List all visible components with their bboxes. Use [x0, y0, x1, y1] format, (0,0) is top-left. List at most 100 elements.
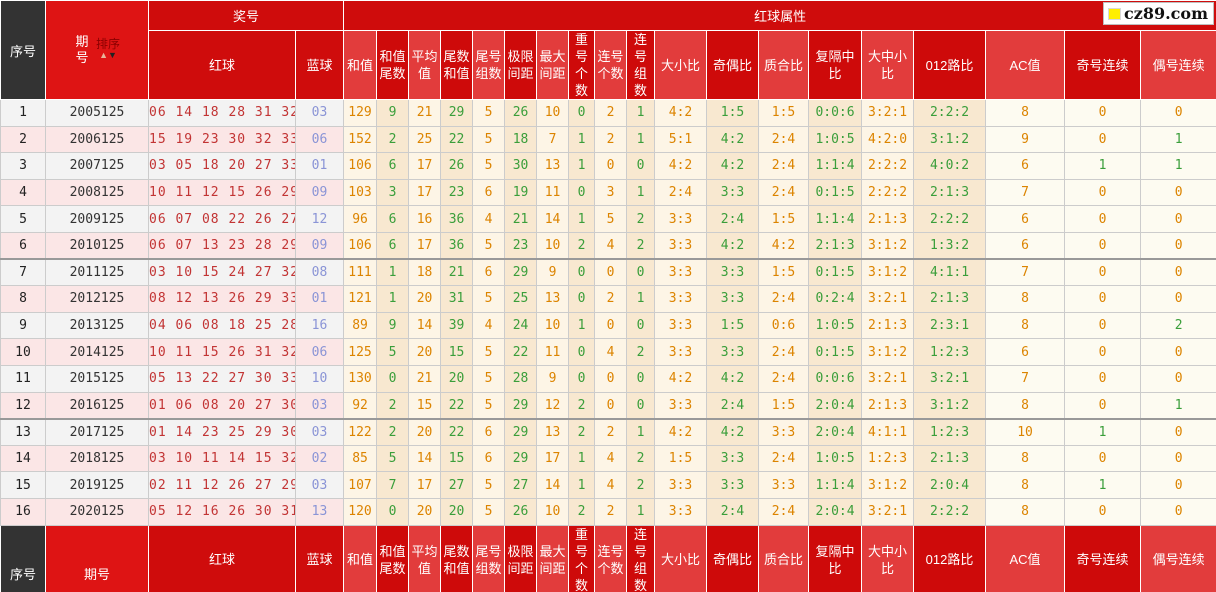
attr-cell: 36 [440, 205, 474, 233]
attr-cell: 8 [985, 99, 1066, 127]
attr-cell: 6 [985, 152, 1066, 180]
attr-cell: 1 [1064, 152, 1142, 180]
attr-cell: 3 [376, 178, 410, 207]
attr-cell: 6 [985, 205, 1066, 233]
sort-desc-icon[interactable]: ▼ [107, 50, 117, 60]
attr-cell: 31 [440, 285, 474, 313]
attr-cell: 2 [1140, 311, 1216, 340]
blue-ball-cell: 06 [294, 338, 345, 366]
attr-cell: 17 [408, 231, 442, 260]
attr-cell: 2 [594, 417, 628, 446]
attr-cell: 1:2:3 [861, 444, 915, 473]
attr-cell: 2:2:2 [861, 152, 915, 180]
attr-cell: 106 [343, 231, 378, 260]
attr-cell: 2 [568, 417, 596, 446]
attr-cell: 4 [594, 231, 628, 260]
watermark-link[interactable]: cz89.com [1102, 2, 1214, 25]
attr-cell: 1 [626, 99, 656, 127]
table-footer: 序号 期号 红球 蓝球 和值 和值尾数 平均值 尾数和值 尾号组数 极限间距 最大间距 重号个… [0, 524, 1216, 592]
attr-cell: 96 [343, 205, 378, 233]
attr-cell: 8 [985, 444, 1066, 473]
sort-control[interactable]: 排序 ▲▼ [95, 37, 120, 61]
attr-cell: 2:0:4 [808, 391, 863, 420]
blue-ball-cell: 06 [294, 125, 345, 154]
attr-cell: 0 [1064, 99, 1142, 127]
table-row: 3 2007125 03 05 18 20 27 33 01 106 6 17 26 5 30 13… [0, 152, 1216, 180]
period-cell: 2006125 [45, 125, 149, 154]
attr-cell: 2 [626, 231, 656, 260]
attr-cell: 106 [343, 152, 378, 180]
attr-cell: 1 [626, 285, 656, 313]
period-cell: 2008125 [45, 178, 149, 207]
attr-cell: 12 [536, 391, 570, 420]
attr-cell: 3:3 [758, 471, 810, 499]
blue-ball-cell: 16 [294, 311, 345, 340]
attr-cell: 14 [408, 311, 442, 340]
attr-cell: 1:2:3 [913, 417, 987, 446]
red-balls-cell: 06 14 18 28 31 32 [148, 99, 296, 127]
attr-cell: 4 [594, 338, 628, 366]
attr-header-16: AC值 [985, 30, 1066, 100]
attr-cell: 0 [594, 364, 628, 393]
attr-cell: 6 [472, 178, 506, 207]
attr-header-3: 尾数和值 [440, 30, 474, 100]
attr-cell: 103 [343, 178, 378, 207]
attr-cell: 6 [472, 417, 506, 446]
attr-cell: 4:2 [654, 152, 708, 180]
attr-cell: 5 [472, 391, 506, 420]
attr-cell: 1 [1140, 125, 1216, 154]
seq-cell: 3 [0, 152, 46, 180]
watermark-text: cz89.com [1123, 4, 1208, 23]
attr-cell: 4 [594, 471, 628, 499]
attr-cell: 16 [408, 205, 442, 233]
attr-header-3: 尾数和值 [440, 524, 474, 592]
attr-cell: 26 [504, 99, 538, 127]
seq-cell: 11 [0, 364, 46, 393]
attr-cell: 0 [626, 258, 656, 287]
attr-cell: 3:1:2 [861, 471, 915, 499]
attr-header-15: 012路比 [913, 524, 987, 592]
attr-cell: 3:3 [654, 205, 708, 233]
header-seq: 序号 [0, 0, 46, 100]
attr-cell: 17 [408, 178, 442, 207]
attr-cell: 28 [504, 364, 538, 393]
sort-label[interactable]: 排序 [95, 37, 120, 51]
seq-cell: 5 [0, 205, 46, 233]
attr-cell: 29 [504, 258, 538, 287]
attr-cell: 5 [472, 152, 506, 180]
attr-cell: 1:5 [706, 311, 760, 340]
attr-header-17: 奇号连续 [1064, 30, 1142, 100]
attr-cell: 11 [536, 178, 570, 207]
attr-cell: 10 [536, 231, 570, 260]
attr-cell: 4:2 [706, 152, 760, 180]
attr-header-4: 尾号组数 [472, 524, 506, 592]
attr-header-5: 极限间距 [504, 30, 538, 100]
attr-cell: 14 [536, 205, 570, 233]
seq-cell: 10 [0, 338, 46, 366]
attr-cell: 5 [472, 471, 506, 499]
attr-cell: 2 [594, 99, 628, 127]
attr-cell: 2:2:2 [913, 497, 987, 526]
attr-cell: 0 [568, 178, 596, 207]
attr-header-9: 连号组数 [626, 30, 656, 100]
attr-cell: 14 [536, 471, 570, 499]
attr-header-0: 和值 [343, 524, 378, 592]
header-red-balls: 红球 [148, 30, 296, 100]
attr-cell: 6 [376, 231, 410, 260]
header-prize-group: 奖号 [147, 0, 345, 31]
attr-cell: 23 [440, 178, 474, 207]
attr-cell: 130 [343, 364, 378, 393]
sort-asc-icon[interactable]: ▲ [99, 50, 108, 60]
attr-cell: 18 [504, 125, 538, 154]
period-cell: 2007125 [45, 152, 149, 180]
attr-header-14: 大中小比 [861, 30, 915, 100]
seq-cell: 13 [0, 417, 46, 446]
attr-cell: 0 [1064, 205, 1142, 233]
table-row: 13 2017125 01 14 23 25 29 30 03 122 2 20 22 6 29 1… [0, 417, 1216, 446]
attr-header-8: 连号个数 [594, 30, 628, 100]
attr-cell: 10 [536, 311, 570, 340]
attr-cell: 1:2:3 [913, 338, 987, 366]
attr-cell: 5 [376, 338, 410, 366]
attr-cell: 0:0:6 [808, 99, 863, 127]
attr-cell: 6 [376, 205, 410, 233]
